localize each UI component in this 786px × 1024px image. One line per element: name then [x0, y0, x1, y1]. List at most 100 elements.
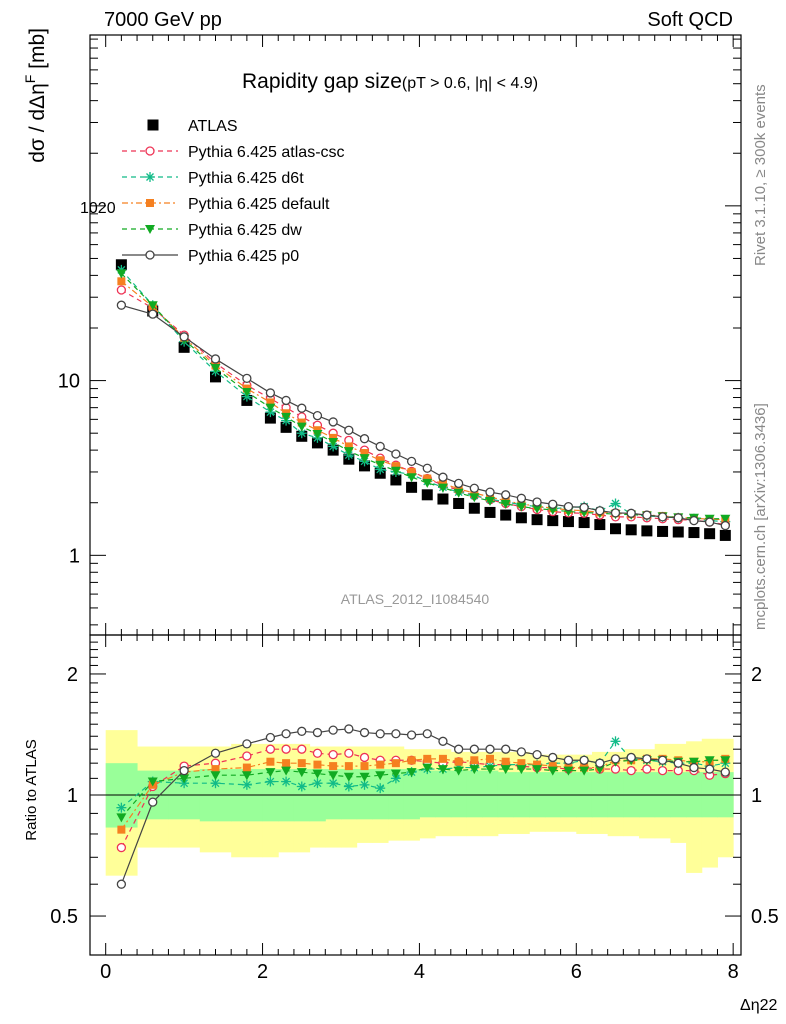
ratio-point-pythia-6-425-p0 — [375, 729, 385, 739]
ratio-point-pythia-6-425-p0 — [469, 744, 479, 754]
main-point-pythia-6-425-p0 — [453, 478, 464, 489]
ratio-y-tick-label-right: 2 — [751, 664, 762, 686]
end: Δη22 — [740, 997, 777, 1014]
main-point-pythia-6-425-dw — [281, 412, 292, 422]
main-point-pythia-6-425-dw — [453, 488, 464, 498]
end: 1020 — [80, 200, 116, 217]
ratio-y-tick-label: 2 — [67, 664, 78, 686]
ratio-point-pythia-6-425-p0 — [548, 752, 558, 763]
end-sup: 22 — [760, 997, 778, 1014]
main-point-atlas — [178, 341, 190, 353]
ratio-point-pythia-6-425-dw — [116, 813, 127, 823]
x-tick-label: 6 — [571, 961, 582, 983]
ratio-y-axis-label: Ratio to ATLAS — [23, 739, 40, 840]
ratio-point-pythia-6-425-default — [376, 760, 385, 769]
main-point-pythia-6-425-p0 — [469, 483, 479, 493]
main-point-atlas — [578, 517, 590, 529]
legend-label: Pythia 6.425 d6t — [188, 170, 304, 187]
ratio-point-pythia-6-425-default — [297, 759, 306, 768]
main-point-pythia-6-425-p0 — [516, 493, 527, 503]
main-point-atlas — [641, 525, 653, 537]
ratio-point-pythia-6-425-dw — [563, 766, 574, 776]
main-line-pythia-6-425-default — [120, 280, 726, 521]
mcplots-info: mcplots.cern.ch [arXiv:1306.3436] — [752, 403, 769, 630]
ratio-point-pythia-6-425-atlas-csc — [265, 744, 276, 754]
ratio-point-pythia-6-425-dw — [516, 765, 527, 775]
ratio-point-pythia-6-425-dw — [547, 766, 558, 776]
main-point-pythia-6-425-dw — [422, 478, 433, 488]
ratio-point-pythia-6-425-p0 — [720, 767, 730, 777]
main-point-pythia-6-425-default — [407, 467, 416, 476]
main-point-pythia-6-425-p0 — [344, 425, 354, 435]
main-point-atlas — [500, 509, 512, 521]
legend-marker-atlas — [147, 119, 159, 131]
main-point-pythia-6-425-dw — [328, 438, 339, 448]
stat-uncertainty-band — [388, 769, 405, 820]
ratio-point-pythia-6-425-default — [117, 825, 126, 834]
legend-marker-pythia-6-425-d6t — [145, 172, 155, 182]
end-base: 10 — [80, 200, 98, 217]
main-point-atlas — [610, 523, 622, 535]
ratio-point-pythia-6-425-d6t — [265, 776, 276, 787]
main-point-pythia-6-425-p0 — [579, 502, 589, 513]
ratio-point-pythia-6-425-p0 — [179, 765, 189, 776]
ratio-point-pythia-6-425-dw — [485, 765, 496, 775]
ratio-point-pythia-6-425-d6t-stroke — [242, 780, 251, 789]
header-left: 7000 GeV pp — [104, 9, 222, 31]
main-point-pythia-6-425-dw — [359, 454, 370, 464]
main-point-atlas — [515, 512, 527, 524]
main-point-atlas — [264, 412, 276, 424]
main-point-pythia-6-425-dw — [147, 301, 158, 311]
y-tick-label: 1 — [69, 545, 80, 567]
ratio-point-pythia-6-425-dw — [422, 763, 433, 773]
main-point-pythia-6-425-p0 — [501, 490, 511, 500]
ratio-point-pythia-6-425-dw — [375, 771, 386, 781]
ratio-point-pythia-6-425-default — [407, 756, 416, 765]
ratio-point-pythia-6-425-d6t-stroke — [344, 782, 353, 791]
main-point-pythia-6-425-p0 — [548, 499, 558, 509]
ratio-point-pythia-6-425-dw — [532, 765, 543, 775]
ratio-point-pythia-6-425-atlas-csc — [312, 748, 323, 758]
ratio-point-pythia-6-425-atlas-csc — [281, 744, 291, 754]
legend-label: Pythia 6.425 atlas-csc — [188, 144, 345, 161]
main-point-pythia-6-425-d6t — [610, 498, 621, 509]
main-point-pythia-6-425-p0 — [265, 388, 276, 398]
main-point-atlas — [390, 474, 402, 486]
ratio-point-pythia-6-425-atlas-csc — [297, 744, 307, 754]
main-line-pythia-6-425-dw — [120, 273, 726, 520]
ratio-point-pythia-6-425-dw — [343, 772, 354, 782]
main-point-pythia-6-425-default — [344, 442, 353, 451]
ratio-point-pythia-6-425-default — [266, 757, 275, 766]
ratio-point-pythia-6-425-p0 — [485, 744, 495, 754]
main-point-atlas — [421, 489, 433, 501]
main-point-atlas — [688, 527, 700, 539]
main-point-pythia-6-425-default — [438, 479, 447, 488]
main-point-pythia-6-425-p0 — [359, 434, 370, 444]
ratio-point-pythia-6-425-d6t — [281, 776, 292, 787]
main-point-pythia-6-425-default — [391, 462, 400, 471]
main-point-pythia-6-425-default — [360, 449, 369, 458]
main-point-pythia-6-425-p0 — [657, 512, 668, 522]
ratio-point-pythia-6-425-default — [211, 765, 220, 774]
ratio-point-pythia-6-425-p0 — [501, 744, 511, 754]
main-point-atlas — [547, 515, 559, 527]
legend-label: Pythia 6.425 dw — [188, 222, 302, 239]
main-point-pythia-6-425-d6t-stroke — [297, 429, 306, 438]
main-point-pythia-6-425-p0 — [532, 497, 542, 507]
main-point-pythia-6-425-p0 — [406, 456, 417, 467]
main-point-pythia-6-425-d6t-stroke — [611, 499, 620, 508]
main-point-pythia-6-425-dw — [296, 422, 307, 432]
ratio-point-pythia-6-425-default — [533, 760, 542, 769]
main-point-pythia-6-425-dw — [116, 269, 127, 279]
ratio-point-pythia-6-425-default — [423, 754, 432, 763]
y-axis-label-sup: F — [22, 75, 38, 84]
main-point-pythia-6-425-dw — [516, 502, 527, 512]
ratio-point-pythia-6-425-dw — [720, 756, 731, 766]
ratio-point-pythia-6-425-p0 — [265, 732, 276, 743]
ratio-point-pythia-6-425-d6t — [312, 778, 323, 789]
main-point-pythia-6-425-p0 — [297, 403, 307, 413]
main-point-pythia-6-425-dw — [343, 447, 354, 457]
ratio-point-pythia-6-425-d6t-stroke — [282, 777, 291, 786]
ratio-point-pythia-6-425-p0 — [532, 749, 542, 760]
ratio-point-pythia-6-425-d6t-stroke — [297, 782, 306, 791]
